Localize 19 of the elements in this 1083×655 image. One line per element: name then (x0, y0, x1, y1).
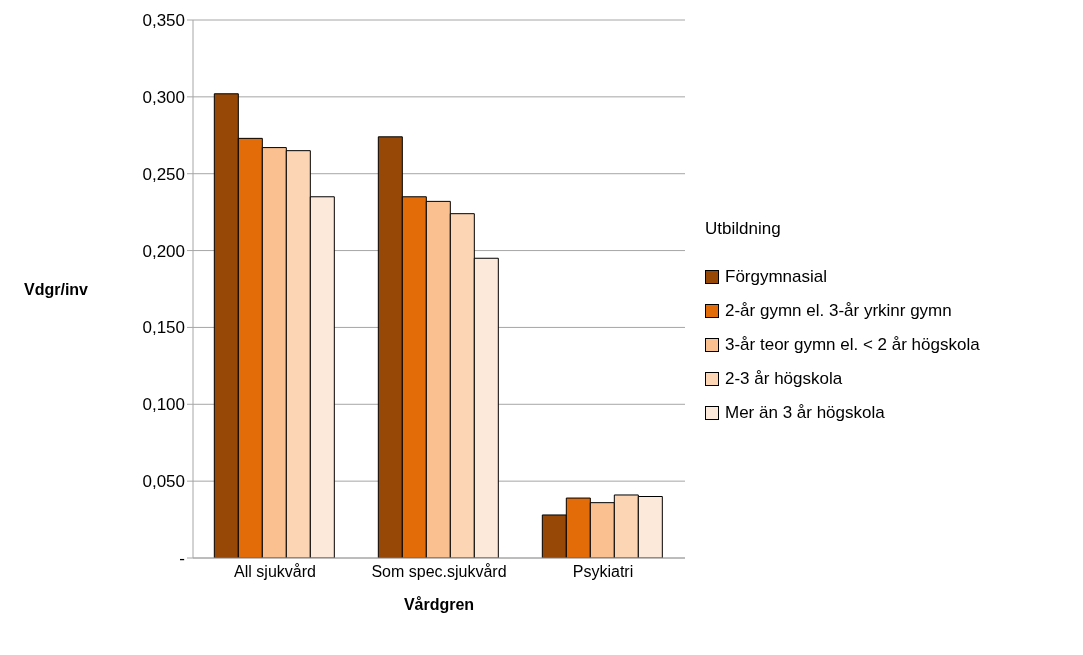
x-tick-label: All sjukvård (234, 563, 316, 581)
y-tick-label: 0,150 (142, 318, 185, 338)
y-tick-label: 0,350 (142, 11, 185, 31)
legend-label: 2-år gymn el. 3-år yrkinr gymn (725, 301, 952, 321)
y-axis-title: Vdgr/inv (23, 280, 89, 298)
y-tick-label: 0,250 (142, 164, 185, 184)
legend-label: 3-år teor gymn el. < 2 år högskola (725, 335, 980, 355)
y-tick-label: 0,050 (142, 472, 185, 492)
x-axis-title: Vårdgren (403, 596, 475, 613)
legend-label: Förgymnasial (725, 267, 828, 287)
x-tick-label: Som spec.sjukvård (371, 563, 507, 581)
legend-title: Utbildning (705, 219, 782, 239)
legend-label: Mer än 3 år högskola (725, 403, 885, 423)
y-tick-label: 0,100 (142, 395, 185, 415)
legend-label: 2-3 år högskola (725, 369, 843, 389)
y-tick-label: 0,300 (142, 87, 185, 107)
y-tick-label: - (179, 549, 185, 569)
x-tick-label: Psykiatri (572, 563, 634, 581)
y-tick-label: 0,200 (142, 241, 185, 261)
